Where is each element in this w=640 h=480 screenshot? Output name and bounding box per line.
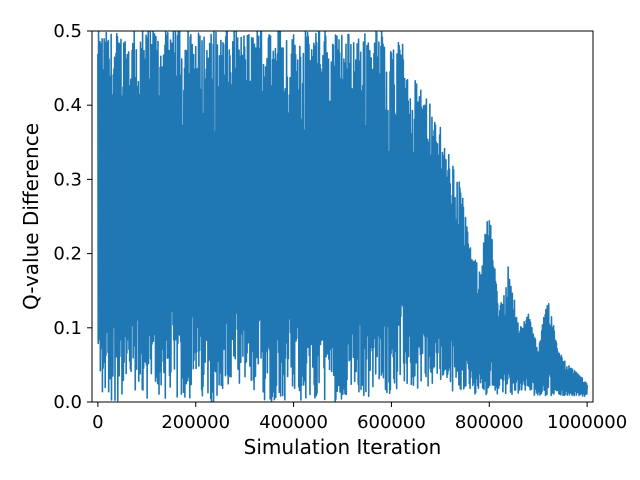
y-tick-label: 0.1 (53, 318, 82, 339)
y-tick-label: 0.2 (53, 244, 82, 265)
series-line-0 (97, 31, 588, 402)
x-tick-label: 800000 (455, 412, 524, 433)
x-axis-label: Simulation Iteration (244, 435, 442, 459)
x-tick-label: 200000 (161, 412, 230, 433)
y-tick-label: 0.0 (53, 392, 82, 413)
x-tick-label: 600000 (357, 412, 426, 433)
y-tick-label: 0.3 (53, 169, 82, 190)
x-axis: 0 200000 400000 600000 800000 1000000 (92, 402, 627, 433)
y-tick-label: 0.5 (53, 21, 82, 42)
x-tick-label: 1000000 (547, 412, 627, 433)
plot-frame (91, 30, 594, 403)
y-axis: 0.0 0.1 0.2 0.3 0.4 0.5 (53, 21, 92, 413)
plot-area (97, 31, 588, 402)
y-tick-label: 0.4 (53, 95, 82, 116)
x-tick-label: 400000 (259, 412, 328, 433)
y-axis-label: Q-value Difference (19, 123, 43, 310)
x-tick-label: 0 (92, 412, 103, 433)
